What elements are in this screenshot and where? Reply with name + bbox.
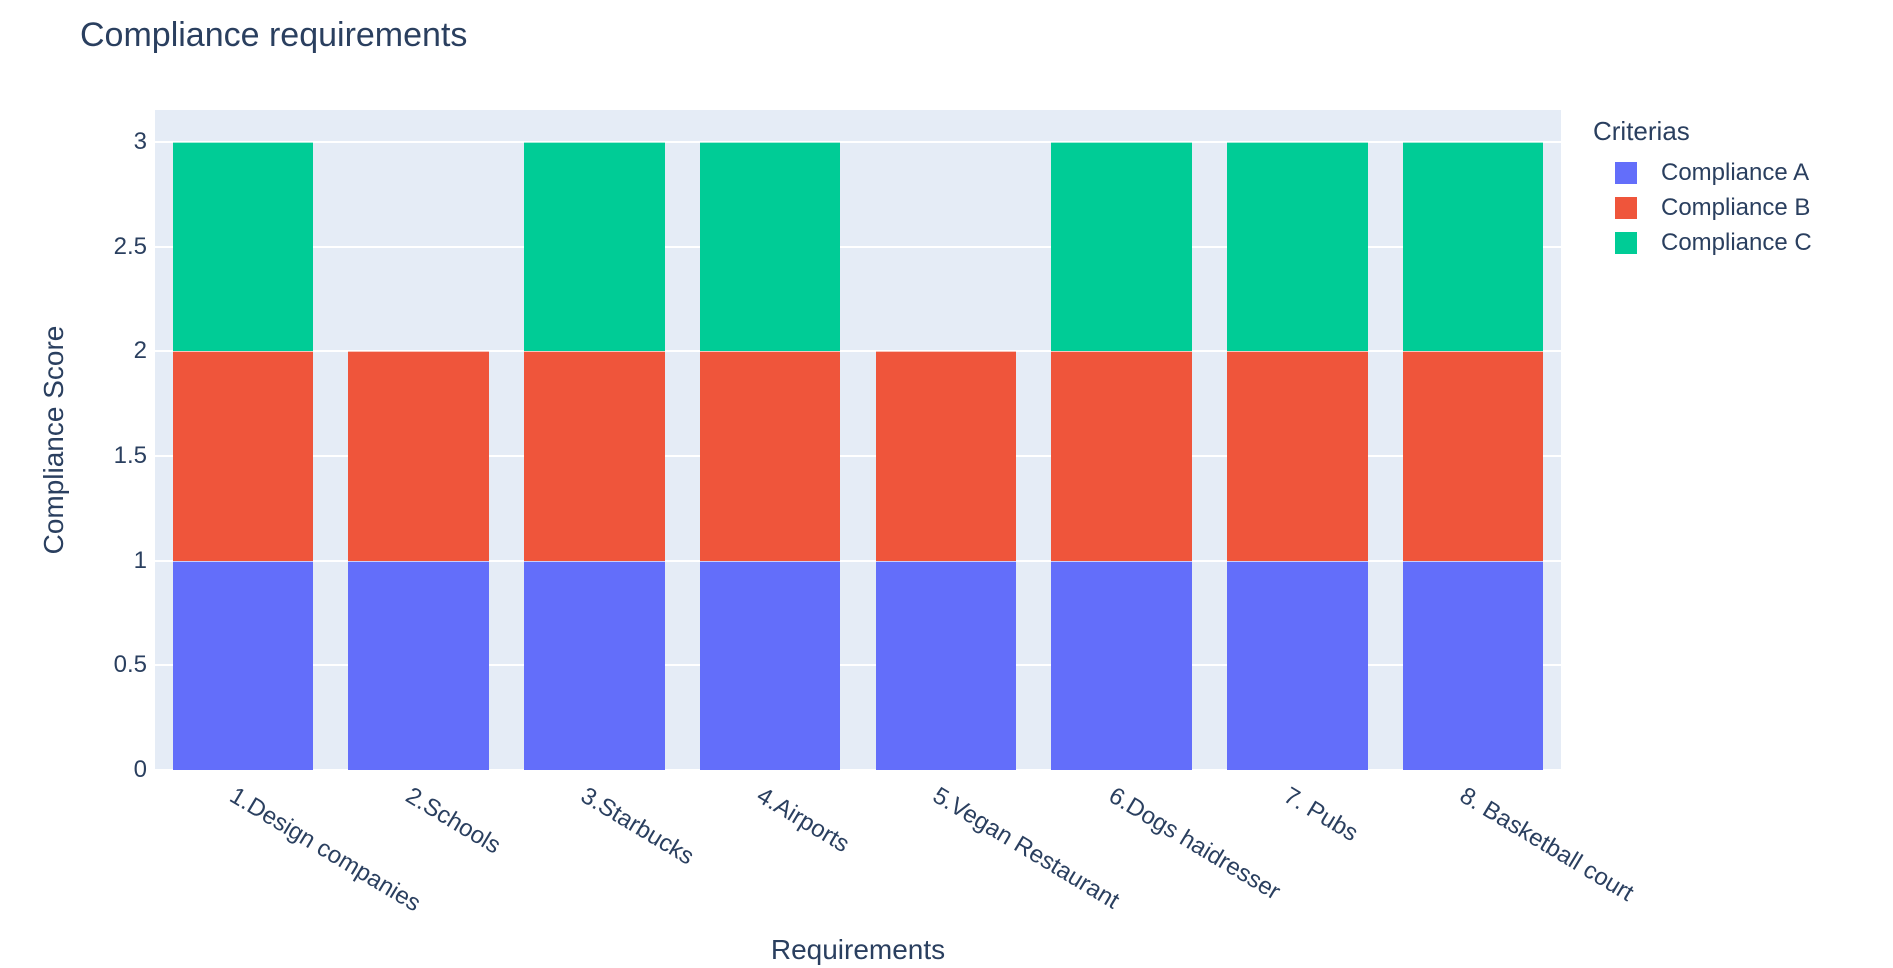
legend-item-compliance-c[interactable]: Compliance C [1593, 225, 1893, 260]
x-tick-label: 5.Vegan Restaurant [927, 782, 1124, 915]
gridline [155, 559, 1561, 562]
bar-1[interactable] [172, 142, 314, 770]
legend-title: Criterias [1593, 116, 1690, 146]
y-tick-label: 2 [133, 337, 147, 365]
bar-2[interactable] [348, 351, 489, 770]
y-tick-label: 0 [133, 756, 147, 783]
bar-segment-compliance-a[interactable] [1402, 560, 1544, 770]
bar-segment-compliance-c[interactable] [1051, 142, 1192, 352]
gridline [155, 455, 1561, 457]
bar-segment-compliance-a[interactable] [1051, 560, 1192, 770]
legend-item-label: Compliance A [1661, 158, 1810, 186]
bar-segment-compliance-b[interactable] [172, 351, 314, 561]
bar-segment-compliance-b[interactable] [699, 351, 841, 561]
legend-swatch-icon [1615, 161, 1637, 184]
bar-segment-compliance-a[interactable] [699, 560, 841, 770]
legend-item-compliance-b[interactable]: Compliance B [1593, 190, 1893, 225]
x-tick-label: 4.Airports [752, 782, 855, 859]
bar-3[interactable] [524, 142, 665, 770]
bar-6[interactable] [1051, 142, 1192, 770]
bar-8[interactable] [1402, 142, 1544, 770]
gridline [155, 664, 1561, 667]
bar-segment-compliance-a[interactable] [524, 560, 665, 770]
bar-segment-compliance-a[interactable] [348, 560, 489, 770]
legend-items: Compliance A Compliance B Compliance C [1593, 155, 1893, 260]
bar-segment-compliance-a[interactable] [875, 560, 1017, 770]
bar-segment-compliance-c[interactable] [172, 142, 314, 352]
x-tick-label: 3.Starbucks [576, 782, 700, 871]
legend-swatch-icon [1615, 231, 1637, 254]
y-tick-label: 2.5 [113, 232, 147, 260]
bar-7[interactable] [1227, 142, 1368, 770]
y-tick-label: 1 [133, 546, 147, 574]
bar-segment-compliance-c[interactable] [524, 142, 665, 352]
legend-item-label: Compliance B [1661, 193, 1811, 221]
bar-segment-compliance-a[interactable] [1227, 560, 1368, 770]
chart-title: Compliance requirements [80, 16, 468, 54]
y-axis-title: Compliance Score [38, 325, 69, 555]
gridline [155, 350, 1561, 353]
bar-5[interactable] [875, 351, 1017, 770]
legend-item-compliance-a[interactable]: Compliance A [1593, 155, 1893, 190]
bar-segment-compliance-b[interactable] [1402, 351, 1544, 561]
gridline [155, 769, 1561, 771]
bar-segment-compliance-c[interactable] [699, 142, 841, 352]
x-tick-label: 1.Design companies [224, 782, 426, 918]
bar-segment-compliance-b[interactable] [524, 351, 665, 561]
x-tick-label: 8. Basketball court [1455, 782, 1639, 907]
bar-4[interactable] [699, 142, 841, 770]
bar-segment-compliance-c[interactable] [1402, 142, 1544, 352]
plot-area [155, 110, 1561, 771]
gridline [155, 245, 1561, 248]
bar-segment-compliance-b[interactable] [1051, 351, 1192, 561]
bar-segment-compliance-b[interactable] [348, 351, 489, 561]
bar-segment-compliance-a[interactable] [172, 560, 314, 770]
legend-item-label: Compliance C [1661, 228, 1812, 256]
legend: Criterias Compliance A Compliance B Compli… [1593, 116, 1893, 260]
gridline [155, 141, 1561, 143]
y-tick-label: 1.5 [113, 442, 147, 469]
y-tick-label: 3 [133, 128, 147, 155]
x-axis-title: Requirements [770, 934, 946, 965]
bar-segment-compliance-c[interactable] [1227, 142, 1368, 352]
bar-segment-compliance-b[interactable] [875, 351, 1017, 561]
x-tick-label: 7. Pubs [1279, 782, 1364, 848]
x-tick-label: 2.Schools [400, 782, 505, 860]
legend-swatch-icon [1615, 196, 1637, 219]
x-tick-label: 6.Dogs haidresser [1103, 782, 1285, 906]
y-tick-label: 0.5 [113, 651, 147, 679]
bar-segment-compliance-b[interactable] [1227, 351, 1368, 561]
